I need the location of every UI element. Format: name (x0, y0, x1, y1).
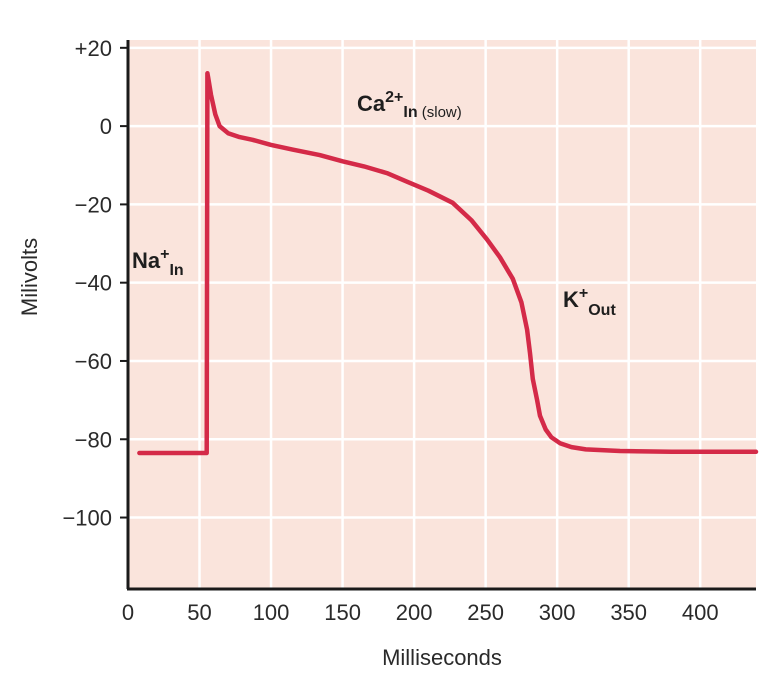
y-tick-label: 0 (100, 114, 112, 139)
y-axis-label: Milivolts (17, 238, 42, 316)
x-tick-label: 250 (467, 600, 504, 625)
annotation-na-main: Na (132, 248, 161, 273)
y-tick-label: −100 (62, 506, 112, 531)
x-tick-label: 200 (396, 600, 433, 625)
x-axis-label: Milliseconds (382, 645, 502, 670)
annotation-k-sup: + (579, 285, 588, 302)
annotation-k-out: K+Out (563, 285, 616, 319)
plot-background (128, 40, 756, 588)
annotation-ca-in: Ca2+In (slow) (357, 89, 462, 121)
y-tick-label: −40 (75, 271, 112, 296)
y-tick-label: −80 (75, 427, 112, 452)
x-tick-label: 300 (539, 600, 576, 625)
x-tick-label: 400 (682, 600, 719, 625)
x-tick-label: 350 (610, 600, 647, 625)
annotation-na-in: Na+In (132, 246, 184, 279)
annotation-ca-sup: 2+ (385, 89, 403, 106)
annotation-na-sup: + (160, 246, 169, 263)
grid (128, 40, 756, 588)
annotation-ca-sub: In (403, 104, 417, 121)
annotation-na-sub: In (169, 262, 183, 279)
x-tick-label: 0 (122, 600, 134, 625)
x-tick-label: 50 (187, 600, 211, 625)
x-tick-label: 100 (253, 600, 290, 625)
y-tick-labels: +20 0 −20 −40 −60 −80 −100 (62, 36, 128, 531)
y-tick-label: −60 (75, 349, 112, 374)
annotation-k-main: K (563, 287, 579, 312)
annotation-ca-main: Ca (357, 91, 386, 116)
x-tick-label: 150 (324, 600, 361, 625)
y-tick-label: −20 (75, 192, 112, 217)
x-tick-labels: 0 50 100 150 200 250 300 350 400 (122, 600, 719, 625)
y-tick-label: +20 (75, 36, 112, 61)
series-line (137, 71, 759, 456)
annotation-k-sub: Out (588, 302, 616, 319)
annotation-ca-extra: (slow) (418, 104, 462, 121)
